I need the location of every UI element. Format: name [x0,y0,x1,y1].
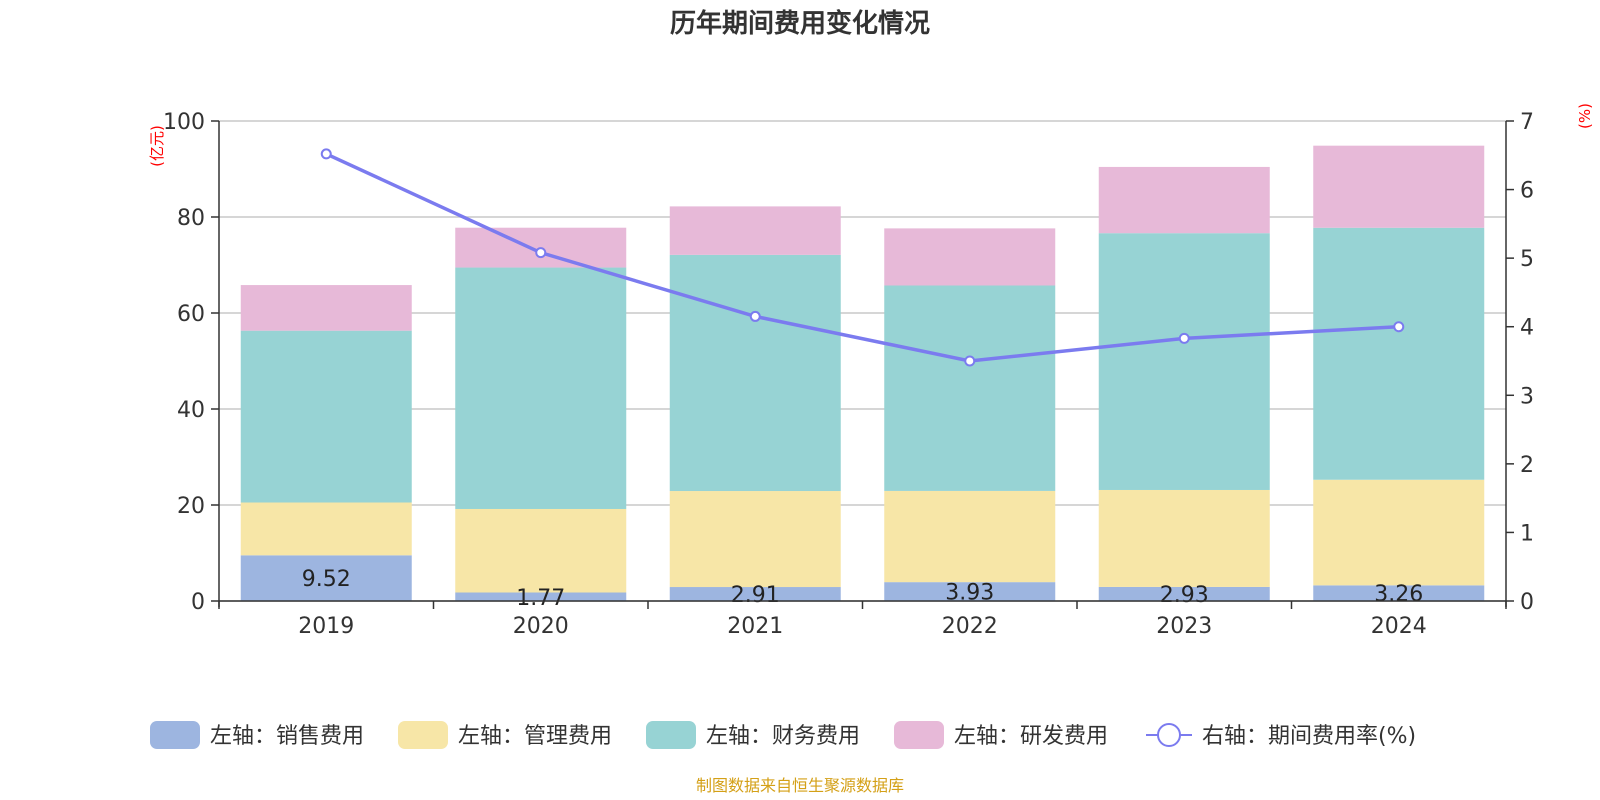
bar-segment-3-2020 [455,267,627,509]
x-tick-label: 2022 [942,614,998,639]
data-label-2024: 3.26 [1374,582,1423,607]
left-tick-label: 80 [177,206,205,231]
legend-swatch-1 [150,721,200,749]
bar-segment-2-2023 [1098,489,1270,587]
rate-line [325,152,1399,363]
legend-label-5: 右轴：期间费用率(%) [1202,724,1416,749]
bar-segment-2-2024 [1313,479,1485,586]
x-tick-label: 2020 [513,614,569,639]
legend-label-4: 左轴：研发费用 [954,724,1108,749]
right-tick-label: 5 [1520,247,1534,272]
source-note: 制图数据来自恒生聚源数据库 [696,776,904,795]
x-tick-label: 2019 [298,614,354,639]
left-tick-label: 0 [191,590,205,615]
bar-segment-4-2023 [1098,166,1270,234]
rate-point-2024 [1393,321,1405,333]
bar-segment-3-2022 [884,285,1056,491]
rate-point-2023 [1178,332,1190,344]
right-tick-label: 6 [1520,179,1534,204]
bar-segment-3-2019 [240,330,412,503]
right-tick-label: 1 [1520,521,1534,546]
rate-point-2020 [535,247,547,259]
bar-segment-2-2021 [669,491,841,588]
right-tick-label: 0 [1520,590,1534,615]
left-tick-label: 20 [177,494,205,519]
legend-swatch-3 [646,721,696,749]
bar-segment-1-2020 [455,592,627,601]
chart-title: 历年期间费用变化情况 [670,8,930,39]
x-tick-label: 2023 [1156,614,1212,639]
bar-segment-2-2022 [884,490,1056,583]
bar-segment-4-2019 [240,285,412,331]
data-label-2019: 9.52 [302,567,351,592]
bar-segment-1-2022 [884,582,1056,601]
right-tick-label: 7 [1520,110,1534,135]
bar-segment-4-2021 [669,206,841,255]
left-tick-label: 100 [163,110,205,135]
legend-label-3: 左轴：财务费用 [706,724,860,749]
data-label-2020: 1.77 [516,586,565,611]
left-axis-unit: (亿元) [148,125,166,167]
left-tick-label: 40 [177,398,205,423]
x-tick-label: 2024 [1371,614,1427,639]
rate-point-2021 [749,310,761,322]
rate-point-2022 [964,355,976,367]
bar-segment-1-2021 [669,587,841,601]
bar-segment-3-2024 [1313,227,1485,480]
legend-circle [1157,723,1181,747]
bar-segment-3-2023 [1098,233,1270,490]
legend-label-2: 左轴：管理费用 [458,724,612,749]
bar-segment-2-2020 [455,508,627,593]
bar-segment-4-2024 [1313,145,1485,228]
data-label-2022: 3.93 [945,581,994,606]
right-axis-unit: (%) [1576,103,1594,129]
bar-segment-1-2023 [1098,586,1270,601]
x-tick-label: 2021 [727,614,783,639]
right-tick-label: 3 [1520,384,1534,409]
left-tick-label: 60 [177,302,205,327]
right-tick-label: 2 [1520,453,1534,478]
legend-swatch-2 [398,721,448,749]
bar-segment-1-2024 [1313,585,1485,601]
bar-segment-4-2022 [884,228,1056,286]
legend-swatch-4 [894,721,944,749]
legend-label-1: 左轴：销售费用 [210,724,364,749]
bar-segment-2-2019 [240,502,412,556]
right-tick-label: 4 [1520,316,1534,341]
data-label-2023: 2.93 [1160,583,1209,608]
bar-segment-3-2021 [669,254,841,492]
rate-point-2019 [320,148,332,160]
bar-segment-1-2019 [240,555,412,601]
data-label-2021: 2.91 [731,583,780,608]
